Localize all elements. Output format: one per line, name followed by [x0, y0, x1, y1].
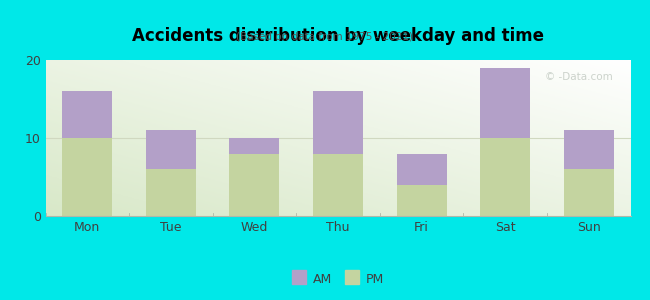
Legend: AM, PM: AM, PM [287, 268, 389, 291]
Bar [62, 91, 112, 138]
Bar [396, 185, 447, 216]
Bar [229, 138, 280, 154]
Bar [146, 169, 196, 216]
Bar [480, 68, 530, 138]
Bar [146, 130, 196, 169]
Text: (Based on data from 1975 - 2021): (Based on data from 1975 - 2021) [237, 32, 413, 41]
Bar [229, 154, 280, 216]
Bar [480, 138, 530, 216]
Text: © -Data.com: © -Data.com [545, 73, 613, 82]
Bar [313, 91, 363, 154]
Bar [564, 130, 614, 169]
Bar [313, 154, 363, 216]
Bar [564, 169, 614, 216]
Title: Accidents distribution by weekday and time: Accidents distribution by weekday and ti… [132, 27, 544, 45]
Bar [396, 154, 447, 185]
Bar [62, 138, 112, 216]
